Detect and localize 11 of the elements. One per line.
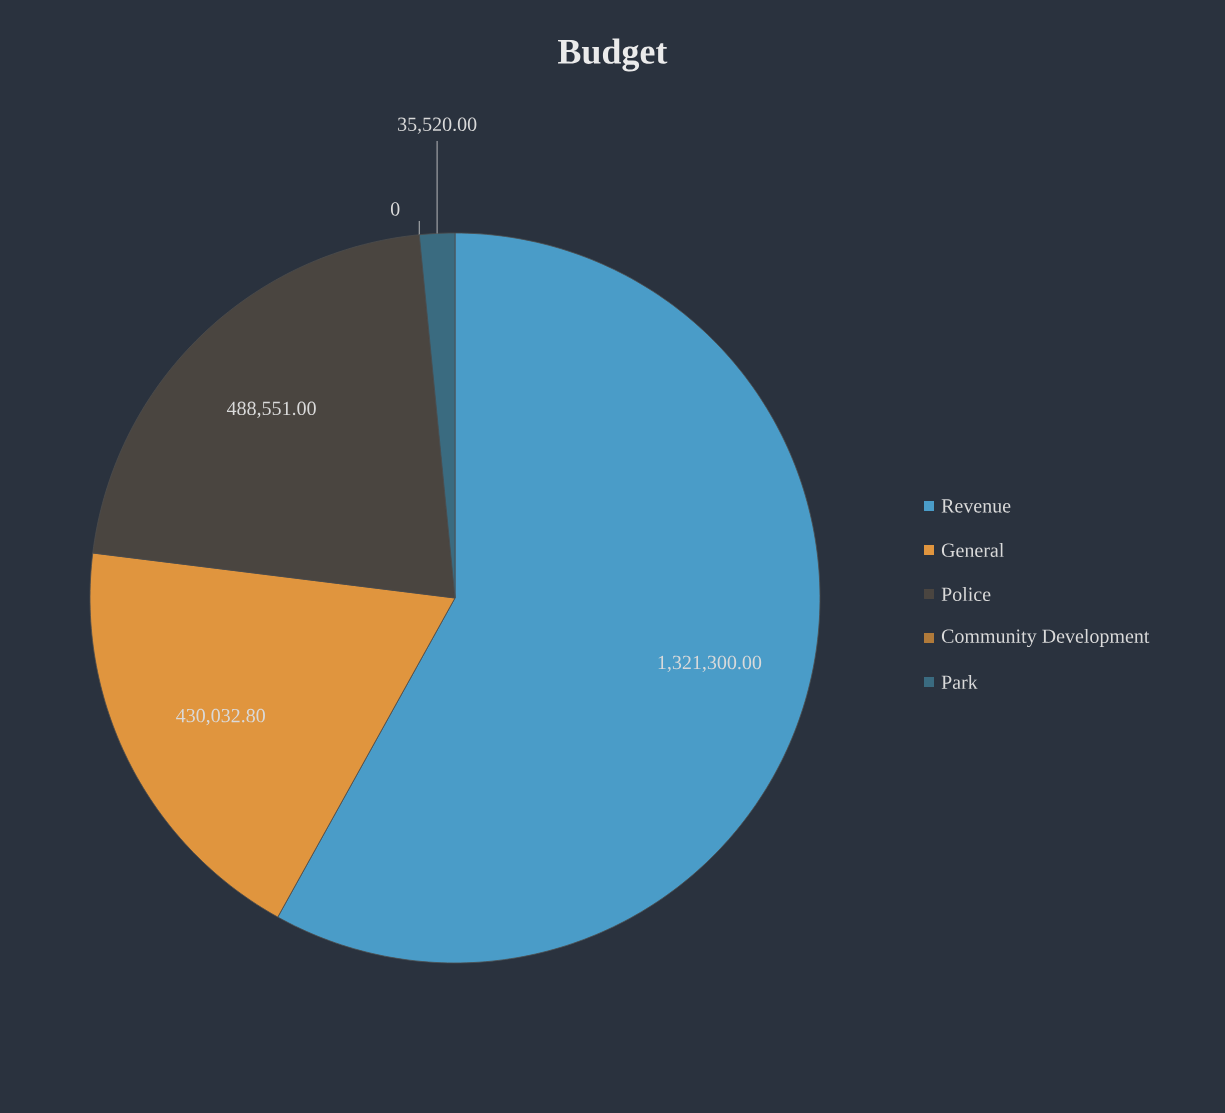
data-label: 1,321,300.00 bbox=[658, 655, 762, 673]
data-label: 35,520.00 bbox=[398, 117, 477, 134]
legend-label: Revenue bbox=[941, 499, 1011, 513]
text: 0 bbox=[390, 202, 400, 216]
legend-label: Police bbox=[941, 586, 991, 602]
legend-label: Community Development bbox=[941, 628, 1150, 648]
legend-label: Park bbox=[941, 674, 978, 690]
chart-title: Budget bbox=[557, 38, 668, 72]
legend-label: General bbox=[941, 542, 1004, 558]
data-label: 430,032.80 bbox=[176, 708, 265, 726]
data-label: 488,551.00 bbox=[226, 401, 316, 418]
